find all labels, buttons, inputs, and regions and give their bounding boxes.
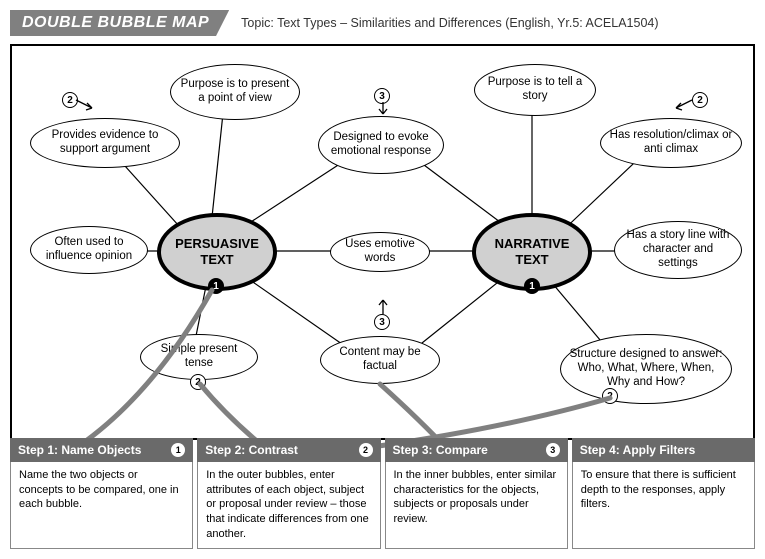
topic-text: Text Types – Similarities and Difference… xyxy=(277,16,658,30)
step-2-num: 2 xyxy=(359,443,373,457)
main-right-num: 1 xyxy=(524,278,540,294)
step-3-num: 3 xyxy=(546,443,560,457)
arrow-top-icon xyxy=(377,102,389,118)
diagram-box: PERSUASIVE TEXT 1 NARRATIVE TEXT 1 Purpo… xyxy=(10,44,755,440)
ind-2-br: 2 xyxy=(602,388,618,404)
ind-3-bot: 3 xyxy=(374,314,390,330)
arrow-ur-icon xyxy=(668,96,694,114)
right-outer-0: Purpose is to tell a story xyxy=(474,64,596,116)
shared-0: Designed to evoke emotional response xyxy=(318,116,444,174)
step-3-body: In the inner bubbles, enter similar char… xyxy=(385,462,568,549)
main-right-label: NARRATIVE TEXT xyxy=(495,236,570,267)
step-1-title: Step 1: Name Objects xyxy=(18,443,141,457)
header: DOUBLE BUBBLE MAP Topic: Text Types – Si… xyxy=(10,10,755,36)
step-4-head: Step 4: Apply Filters xyxy=(572,438,755,462)
page-root: DOUBLE BUBBLE MAP Topic: Text Types – Si… xyxy=(0,0,765,559)
left-outer-1: Provides evidence to support argument xyxy=(30,118,180,168)
left-outer-2: Often used to influence opinion xyxy=(30,226,148,274)
main-left-num: 1 xyxy=(208,278,224,294)
ind-2-bl: 2 xyxy=(190,374,206,390)
step-1-body: Name the two objects or concepts to be c… xyxy=(10,462,193,549)
topic-label: Topic: xyxy=(241,16,274,30)
step-4-title: Step 4: Apply Filters xyxy=(580,443,696,457)
topic-line: Topic: Text Types – Similarities and Dif… xyxy=(241,16,658,30)
arrow-ul-icon xyxy=(74,96,100,114)
step-3-title: Step 3: Compare xyxy=(393,443,488,457)
left-outer-0: Purpose is to present a point of view xyxy=(170,64,300,120)
step-4-body: To ensure that there is sufficient depth… xyxy=(572,462,755,549)
ind-2-ur: 2 xyxy=(692,92,708,108)
step-2-body: In the outer bubbles, enter attributes o… xyxy=(197,462,380,549)
step-3-head: Step 3: Compare 3 xyxy=(385,438,568,462)
right-outer-1: Has resolution/climax or anti climax xyxy=(600,118,742,168)
step-3: Step 3: Compare 3 In the inner bubbles, … xyxy=(385,438,568,549)
step-1-head: Step 1: Name Objects 1 xyxy=(10,438,193,462)
arrow-bot-icon xyxy=(377,298,389,316)
step-4: Step 4: Apply Filters To ensure that the… xyxy=(572,438,755,549)
shared-1: Uses emotive words xyxy=(330,232,430,272)
step-2-head: Step 2: Contrast 2 xyxy=(197,438,380,462)
right-outer-3: Structure designed to answer: Who, What,… xyxy=(560,334,732,404)
step-2-title: Step 2: Contrast xyxy=(205,443,298,457)
step-1: Step 1: Name Objects 1 Name the two obje… xyxy=(10,438,193,549)
shared-2: Content may be factual xyxy=(320,336,440,384)
step-2: Step 2: Contrast 2 In the outer bubbles,… xyxy=(197,438,380,549)
step-1-num: 1 xyxy=(171,443,185,457)
right-outer-2: Has a story line with character and sett… xyxy=(614,221,742,279)
main-left-label: PERSUASIVE TEXT xyxy=(175,236,259,267)
title-banner: DOUBLE BUBBLE MAP xyxy=(10,10,229,36)
steps-row: Step 1: Name Objects 1 Name the two obje… xyxy=(10,438,755,549)
